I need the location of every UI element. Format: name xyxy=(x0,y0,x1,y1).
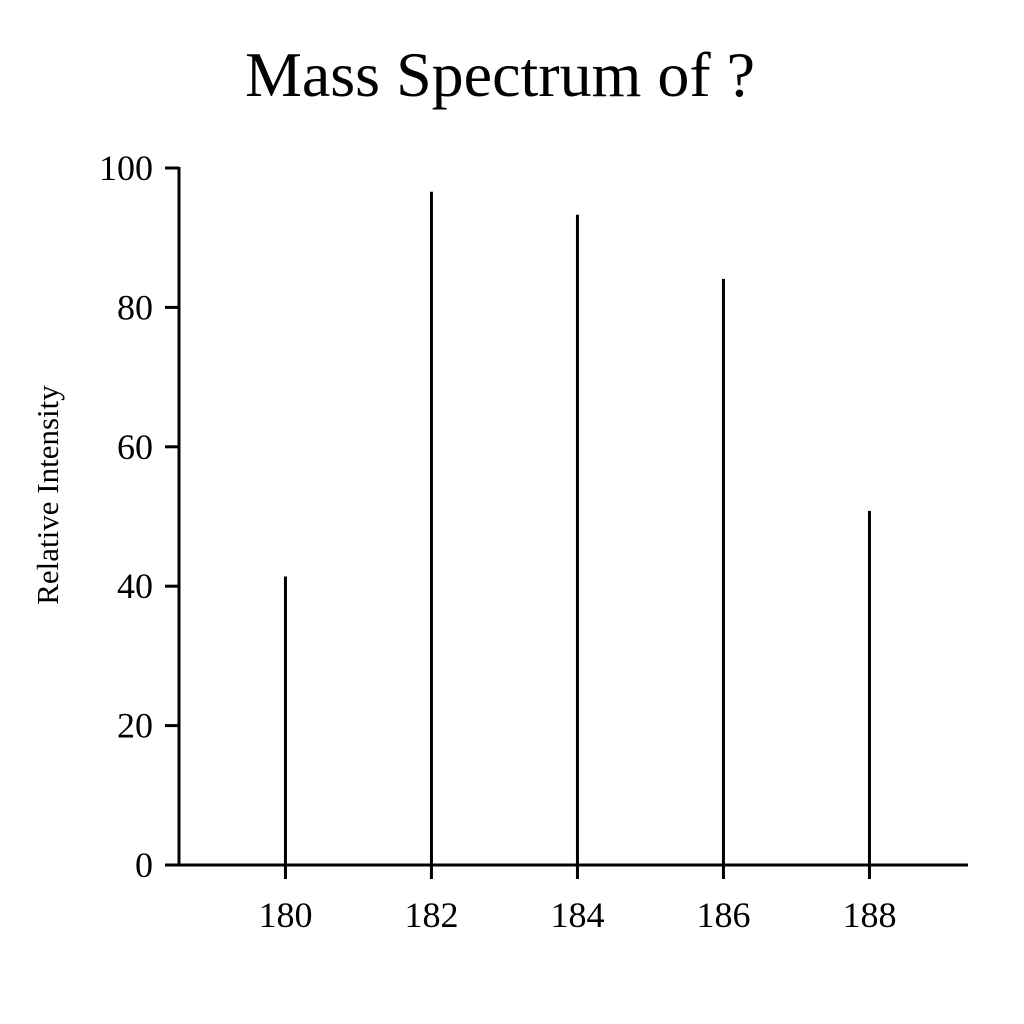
y-tick-label: 0 xyxy=(135,845,153,885)
chart-title: Mass Spectrum of ? xyxy=(244,39,756,110)
y-tick-label: 40 xyxy=(117,566,153,606)
y-tick-label: 60 xyxy=(117,427,153,467)
x-tick-label: 182 xyxy=(404,895,458,935)
y-tick-label: 100 xyxy=(99,148,153,188)
x-tick-label: 186 xyxy=(696,895,750,935)
x-tick-label: 180 xyxy=(258,895,312,935)
x-tick-label: 188 xyxy=(842,895,896,935)
x-tick-label: 184 xyxy=(550,895,604,935)
y-tick-label: 20 xyxy=(117,706,153,746)
y-tick-label: 80 xyxy=(117,287,153,327)
y-axis-label: Relative Intensity xyxy=(30,385,65,605)
